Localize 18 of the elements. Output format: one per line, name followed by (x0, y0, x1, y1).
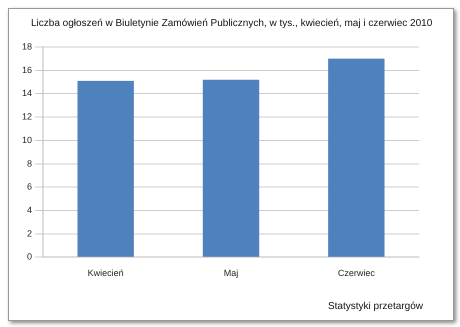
text: Statystyki przetargów (328, 301, 423, 312)
bar (328, 58, 385, 257)
y-tick-label: 0 (26, 252, 32, 262)
x-tick-label: Czerwiec (338, 268, 376, 278)
y-tick-label: 16 (22, 64, 32, 75)
y-tick-label: 12 (22, 112, 32, 122)
x-tick-label: Kwiecień (88, 268, 124, 278)
chart-title: Liczba ogłoszeń w Biuletynie Zamówień Publicznych, w tys., kwiecień, maj i czerwiec 2010 (30, 17, 434, 29)
x-tick-label: Maj (224, 268, 238, 278)
bar (77, 80, 134, 257)
y-tick-label: 2 (26, 228, 32, 238)
y-tick-label: 4 (26, 204, 32, 215)
y-tick-label: 10 (22, 134, 32, 145)
y-tick-label: 8 (26, 158, 32, 168)
y-tick-label: 14 (22, 88, 32, 98)
bar (202, 80, 260, 257)
y-tick-label: 18 (22, 41, 32, 52)
y-tick-label: 6 (26, 182, 32, 192)
